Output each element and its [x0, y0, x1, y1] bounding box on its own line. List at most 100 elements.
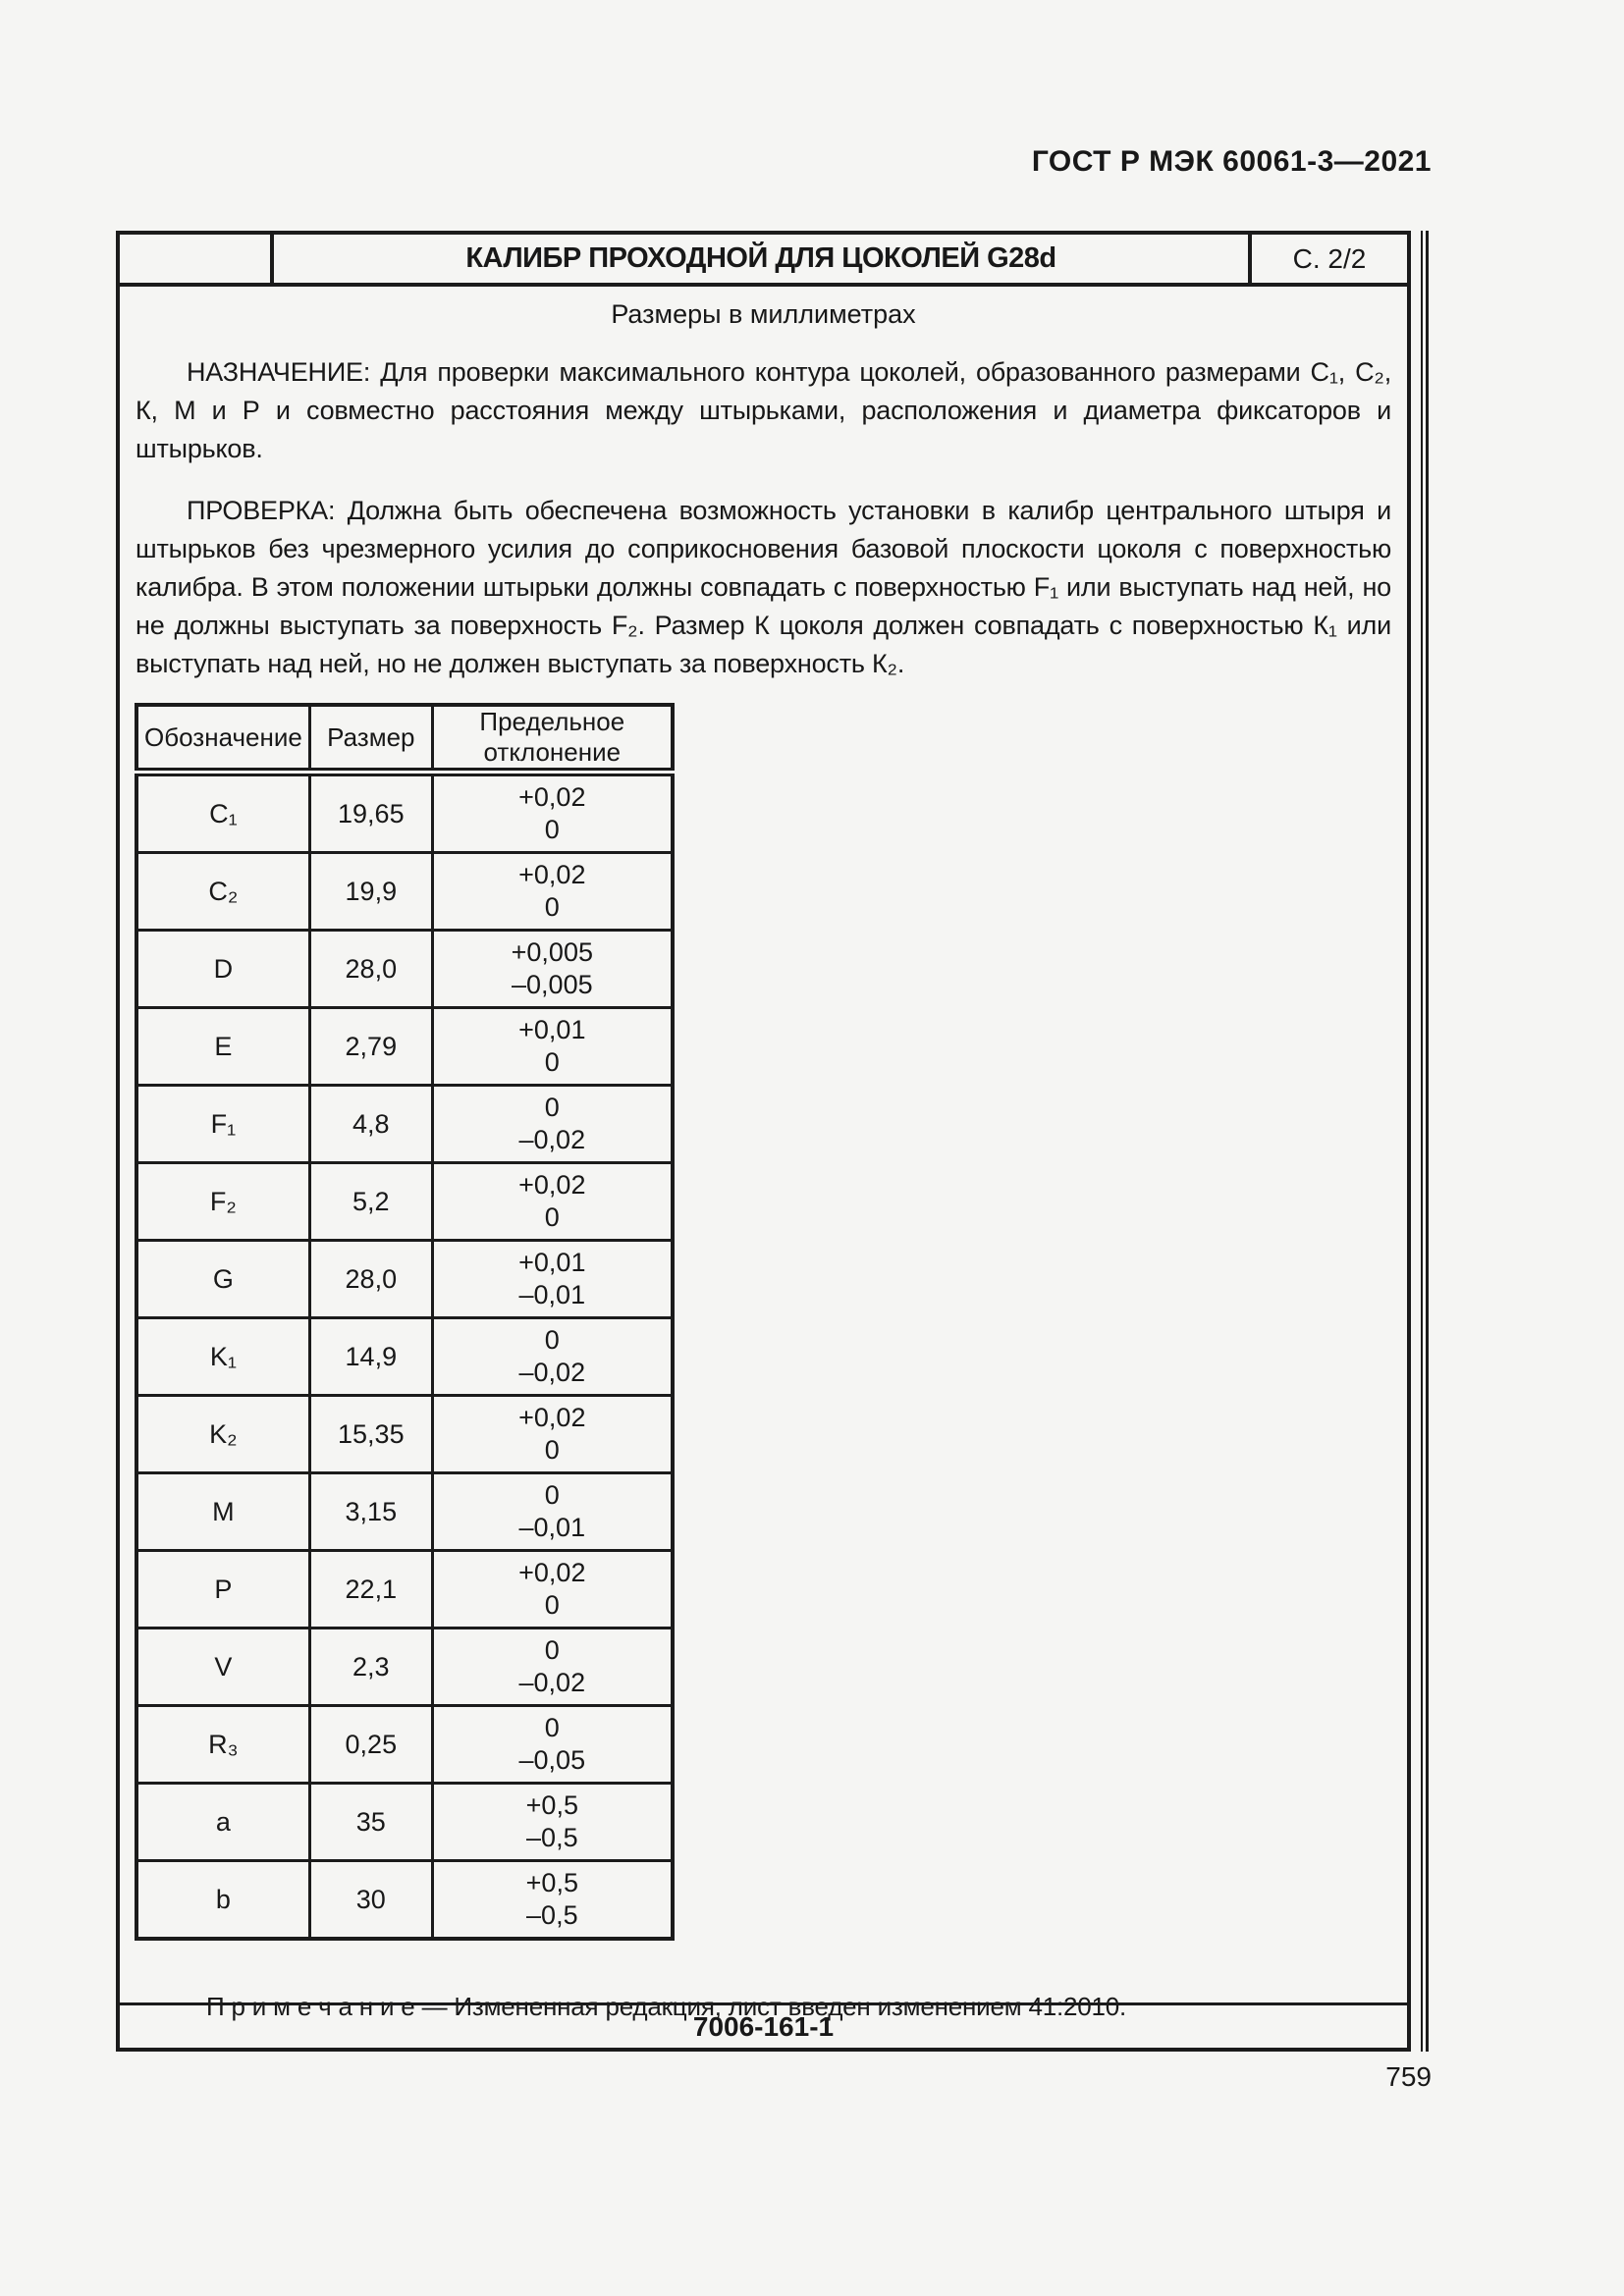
page-number: 759: [1385, 2061, 1432, 2092]
table-row: C₁ 19,65 +0,02 0: [136, 771, 673, 853]
cell-size: 14,9: [309, 1316, 434, 1396]
cell-designation: C₁: [136, 771, 311, 853]
deviation-lower: 0: [544, 815, 560, 844]
deviation-lower: –0,01: [518, 1513, 586, 1542]
deviation-lower: 0: [544, 1202, 560, 1232]
cell-deviation: 0 –0,02: [432, 1084, 673, 1163]
deviation-upper: 0: [544, 1635, 560, 1665]
cell-deviation: +0,02 0: [432, 1394, 673, 1473]
deviation-upper: +0,5: [525, 1790, 578, 1820]
deviation-upper: +0,02: [518, 1558, 586, 1587]
cell-deviation: 0 –0,02: [432, 1316, 673, 1396]
deviation-lower: –0,01: [518, 1280, 586, 1309]
deviation-lower: 0: [544, 1435, 560, 1465]
table-row: K₂ 15,35 +0,02 0: [136, 1394, 673, 1473]
table-row: G 28,0 +0,01 –0,01: [136, 1239, 673, 1318]
table-row: a 35 +0,5 –0,5: [136, 1782, 673, 1861]
table-row: M 3,15 0 –0,01: [136, 1471, 673, 1551]
deviation-lower: 0: [544, 1590, 560, 1620]
cell-deviation: 0 –0,02: [432, 1627, 673, 1706]
deviation-upper: +0,02: [518, 860, 586, 889]
deviation-upper: 0: [544, 1713, 560, 1742]
deviation-lower: –0,02: [518, 1125, 586, 1154]
deviation-upper: 0: [544, 1093, 560, 1122]
sheet-title-bar: КАЛИБР ПРОХОДНОЙ ДЛЯ ЦОКОЛЕЙ G28d С. 2/2: [120, 235, 1407, 287]
deviation-lower: –0,005: [512, 970, 593, 999]
header-size: Размер: [309, 705, 434, 776]
cell-designation: M: [136, 1471, 311, 1551]
deviation-lower: –0,05: [518, 1745, 586, 1775]
deviation-lower: 0: [544, 892, 560, 922]
cell-designation: K₁: [136, 1316, 311, 1396]
cell-size: 19,65: [309, 771, 434, 853]
cell-deviation: +0,02 0: [432, 1161, 673, 1241]
table-row: R₃ 0,25 0 –0,05: [136, 1704, 673, 1784]
sheet-page-ref: С. 2/2: [1248, 235, 1407, 283]
cell-size: 15,35: [309, 1394, 434, 1473]
deviation-lower: 0: [544, 1047, 560, 1077]
check-paragraph: ПРОВЕРКА: Должна быть обеспечена возможн…: [135, 496, 1391, 678]
table-row: D 28,0 +0,005 –0,005: [136, 929, 673, 1008]
sheet-title: КАЛИБР ПРОХОДНОЙ ДЛЯ ЦОКОЛЕЙ G28d: [465, 242, 1056, 274]
cell-size: 28,0: [309, 929, 434, 1008]
table-row: b 30 +0,5 –0,5: [136, 1859, 673, 1939]
cell-deviation: +0,01 0: [432, 1006, 673, 1086]
cell-deviation: +0,01 –0,01: [432, 1239, 673, 1318]
cell-deviation: +0,02 0: [432, 771, 673, 853]
deviation-lower: –0,02: [518, 1358, 586, 1387]
deviation-lower: –0,5: [526, 1900, 578, 1930]
title-empty-cell: [120, 235, 274, 283]
deviation-upper: +0,01: [518, 1015, 586, 1044]
right-double-rule: [1421, 231, 1429, 2052]
cell-designation: G: [136, 1239, 311, 1318]
cell-designation: R₃: [136, 1704, 311, 1784]
table-row: P 22,1 +0,02 0: [136, 1549, 673, 1629]
drawing-number: 7006-161-1: [120, 2002, 1407, 2048]
cell-size: 3,15: [309, 1471, 434, 1551]
cell-size: 30: [309, 1859, 434, 1939]
cell-size: 35: [309, 1782, 434, 1861]
deviation-lower: –0,5: [526, 1823, 578, 1852]
purpose-paragraph: НАЗНАЧЕНИЕ: Для проверки максимального к…: [135, 357, 1391, 463]
cell-size: 28,0: [309, 1239, 434, 1318]
cell-designation: a: [136, 1782, 311, 1861]
cell-size: 2,3: [309, 1627, 434, 1706]
cell-designation: D: [136, 929, 311, 1008]
cell-designation: K₂: [136, 1394, 311, 1473]
cell-designation: V: [136, 1627, 311, 1706]
deviation-upper: 0: [544, 1480, 560, 1510]
cell-deviation: +0,5 –0,5: [432, 1782, 673, 1861]
cell-designation: F₂: [136, 1161, 311, 1241]
cell-designation: F₁: [136, 1084, 311, 1163]
deviation-lower: –0,02: [518, 1668, 586, 1697]
table-row: F₂ 5,2 +0,02 0: [136, 1161, 673, 1241]
header-designation: Обозначение: [136, 705, 311, 776]
cell-deviation: 0 –0,01: [432, 1471, 673, 1551]
header-deviation: Предельное отклонение: [432, 705, 673, 776]
cell-designation: E: [136, 1006, 311, 1086]
cell-designation: b: [136, 1859, 311, 1939]
standard-code: ГОСТ Р МЭК 60061-3—2021: [1031, 145, 1432, 178]
cell-size: 19,9: [309, 851, 434, 931]
cell-size: 22,1: [309, 1549, 434, 1629]
deviation-upper: +0,5: [525, 1868, 578, 1897]
sheet-frame: КАЛИБР ПРОХОДНОЙ ДЛЯ ЦОКОЛЕЙ G28d С. 2/2…: [116, 231, 1411, 2052]
deviation-upper: +0,02: [518, 1170, 586, 1200]
deviation-upper: +0,02: [518, 1403, 586, 1432]
cell-deviation: +0,02 0: [432, 1549, 673, 1629]
revision-note: П р и м е ч а н и е — Измененная редакци…: [206, 1992, 1127, 2021]
cell-designation: P: [136, 1549, 311, 1629]
table-row: F₁ 4,8 0 –0,02: [136, 1084, 673, 1163]
units-note: Размеры в миллиметрах: [611, 299, 916, 329]
deviation-upper: +0,01: [518, 1248, 586, 1277]
cell-size: 0,25: [309, 1704, 434, 1784]
table-row: E 2,79 +0,01 0: [136, 1006, 673, 1086]
table-row: K₁ 14,9 0 –0,02: [136, 1316, 673, 1396]
dimensions-table: Обозначение Размер Предельное отклонение…: [135, 703, 675, 1941]
table-header-row: Обозначение Размер Предельное отклонение: [136, 705, 673, 776]
cell-deviation: +0,005 –0,005: [432, 929, 673, 1008]
cell-deviation: +0,5 –0,5: [432, 1859, 673, 1939]
deviation-upper: +0,005: [511, 937, 593, 967]
deviation-upper: +0,02: [518, 782, 586, 812]
